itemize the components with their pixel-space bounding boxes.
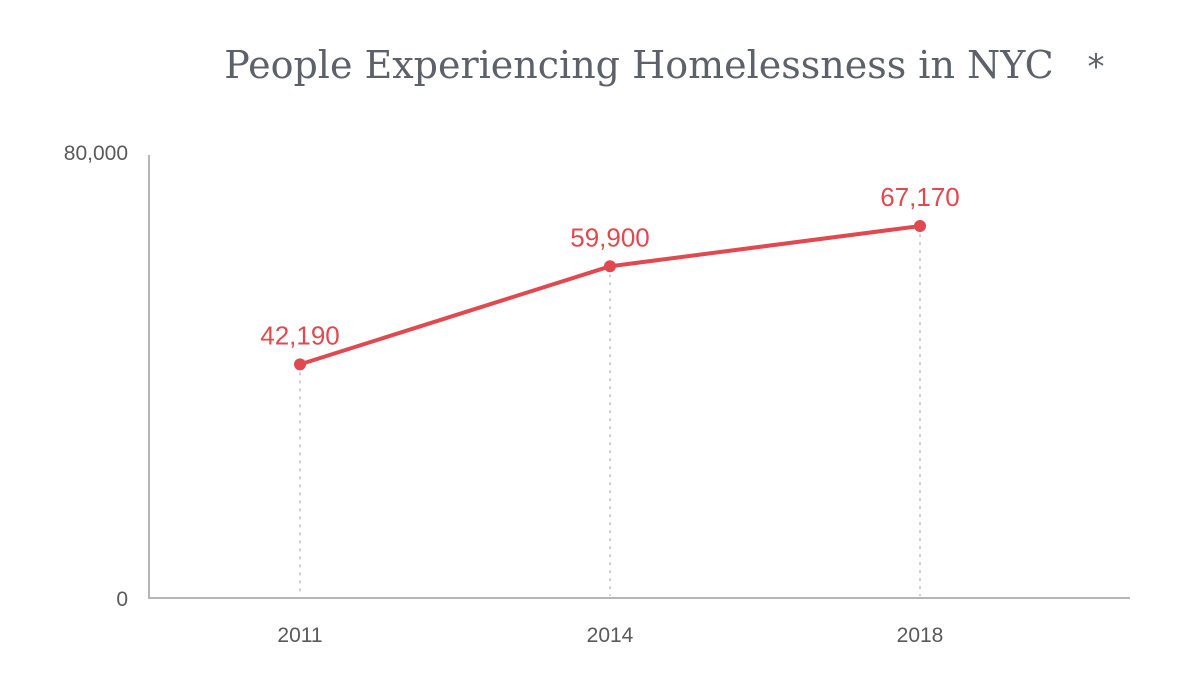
data-label-2018: 67,170 [880, 182, 960, 212]
x-tick-label-2011: 2011 [277, 624, 322, 647]
x-tick-label-2018: 2018 [897, 624, 944, 647]
y-tick-label-max: 80,000 [64, 142, 128, 165]
data-point-2018 [914, 220, 926, 233]
data-label-2011: 42,190 [260, 320, 340, 350]
data-point-2014 [604, 260, 616, 273]
x-tick-label-2014: 2014 [587, 624, 634, 647]
title-asterisk: * [1088, 47, 1105, 87]
data-label-2014: 59,900 [570, 222, 650, 252]
chart-title: People Experiencing Homelessness in NYC [224, 43, 1054, 87]
drop-lines [299, 234, 921, 596]
x-tick-labels: 2011 2014 2018 [277, 624, 943, 647]
data-labels: 42,190 59,900 67,170 [260, 182, 960, 350]
data-points [294, 220, 926, 371]
y-tick-label-zero: 0 [116, 588, 128, 611]
data-point-2011 [294, 358, 306, 371]
